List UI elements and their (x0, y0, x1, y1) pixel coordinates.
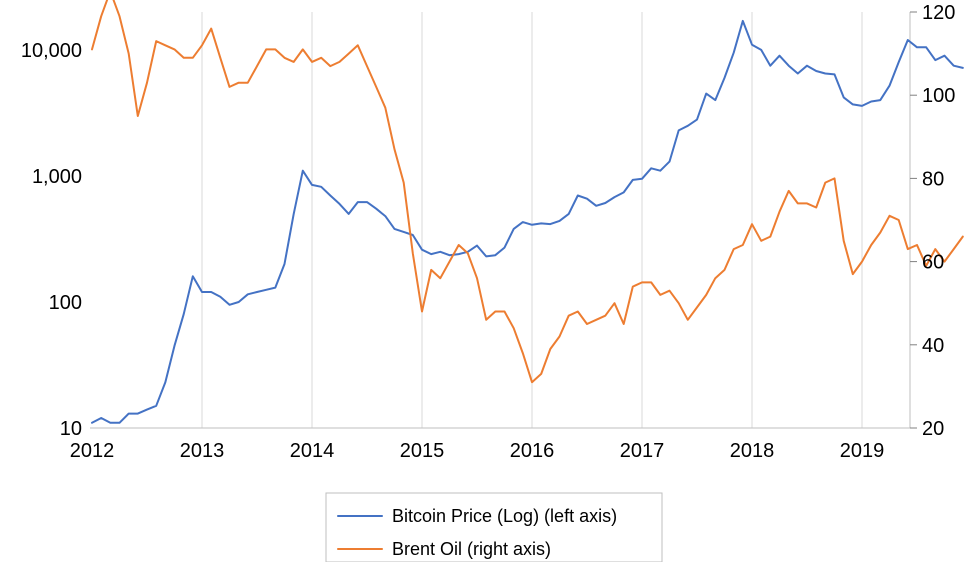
y-right-tick-label-60: 60 (922, 252, 944, 274)
x-tick-label-2015: 2015 (400, 440, 445, 462)
legend-label-bitcoin: Bitcoin Price (Log) (left axis) (392, 506, 617, 526)
x-tick-label-2019: 2019 (840, 440, 885, 462)
y-left-tick-label-100: 100 (49, 292, 82, 314)
series (91, 0, 964, 424)
y-right-tick-label-20: 20 (922, 418, 944, 440)
x-tick-label-2013: 2013 (180, 440, 225, 462)
x-tick-label-2012: 2012 (70, 440, 115, 462)
grid (201, 12, 911, 428)
y-right-tick-label-80: 80 (922, 168, 944, 190)
legend-box (325, 492, 663, 562)
y-left-tick-label-1000: 1,000 (32, 166, 82, 188)
series-line-bitcoin (91, 19, 964, 424)
y-right-tick-label-100: 100 (922, 85, 955, 107)
x-tick-label-2017: 2017 (620, 440, 665, 462)
x-tick-label-2018: 2018 (730, 440, 775, 462)
x-tick-label-2014: 2014 (290, 440, 335, 462)
legend-label-brent: Brent Oil (right axis) (392, 539, 551, 559)
y-left-tick-label-10000: 10,000 (21, 40, 82, 62)
y-right-tick-label-120: 120 (922, 2, 955, 24)
tick-labels: 2012 2013 2014 2015 2016 2017 2018 2019 10 100 1,0… (21, 2, 956, 462)
y-right-tick-label-40: 40 (922, 335, 944, 357)
legend: Bitcoin Price (Log) (left axis) Brent Oi… (325, 492, 663, 562)
series-line-brent (91, 0, 964, 384)
x-tick-label-2016: 2016 (510, 440, 555, 462)
y-left-tick-label-10: 10 (60, 418, 82, 440)
axes (90, 11, 917, 429)
